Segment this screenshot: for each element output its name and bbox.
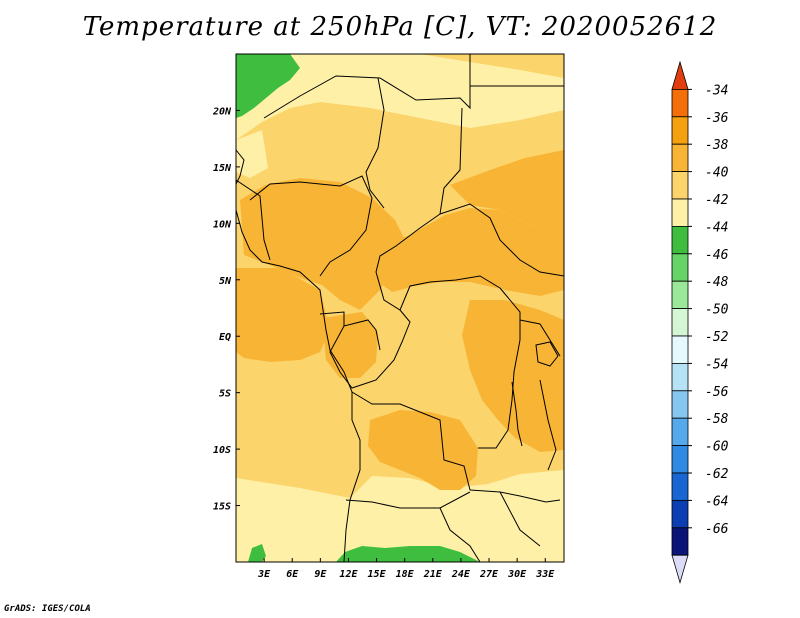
border-drc-angola [351,391,471,491]
field-orange-congo-west [322,312,378,378]
lat-label: 15S [213,502,231,513]
coastline-west [236,149,361,562]
country-borders [236,54,564,562]
lat-label: 10N [213,219,232,230]
colorbar-label: -52 [705,330,729,345]
lake-tanganyika [511,381,523,447]
colorbar-label: -36 [705,111,729,126]
colorbar-swatch [671,171,689,200]
border-congo [329,309,411,389]
colorbar-label: -40 [705,166,729,181]
lon-label: 18E [396,569,415,580]
colorbar-swatch [671,116,689,145]
border-libya-chad [263,54,471,119]
field-orange-gulf [236,268,330,362]
lon-label: 24E [451,569,471,580]
colorbar-swatch [671,335,689,364]
lat-label: 15N [213,163,232,174]
grads-credit: GrADS: IGES/COLA [4,604,91,614]
field-light-west [236,130,268,178]
colorbar-swatch [671,390,689,419]
lake-victoria [535,341,559,367]
colorbar-label: -56 [705,385,729,400]
border-chad-sudan [375,107,463,273]
colorbar-label: -34 [705,83,728,98]
border-nigeria [249,175,373,277]
map-title: Temperature at 250hPa [C], VT: 202005261… [82,12,718,42]
temperature-field [236,54,564,562]
lon-label: 12E [339,569,358,580]
border-car-south [375,271,501,311]
lat-label: 10S [213,445,231,456]
colorbar-label: -66 [705,522,729,537]
field-orange-angola-zambia [368,410,478,490]
colorbar-label: -50 [705,303,729,318]
colorbar-label: -42 [705,193,729,208]
lon-label: 15E [368,569,387,580]
colorbar-swatch [671,280,689,310]
colorbar-swatch [671,362,689,392]
colorbar-label: -54 [705,357,728,372]
colorbar-bottom-arrow [671,554,689,585]
colorbar-swatch [671,417,689,447]
colorbar-label: -48 [705,275,729,290]
field-orange-lakes [462,300,564,452]
colorbar: -34 -36 -38 -40 -42 -44 -46 -48 -50 -52 -54 -56 -58 -… [671,60,729,585]
border-west-africa-inner [236,179,271,261]
lon-label: 27E [479,569,499,580]
field-orange-east [450,150,564,235]
lon-axis: 3E 6E 9E 12E 15E 18E 21E 24E 27E 30E 33E [257,558,555,580]
lon-label: 30E [507,569,527,580]
lat-label: 5S [219,389,231,400]
colorbar-swatch [671,499,689,529]
colorbar-label: -46 [705,248,729,263]
lon-label: 9E [314,569,327,580]
colorbar-swatch [671,472,689,501]
colorbar-label: -60 [705,440,729,455]
lat-axis: 20N 15N 10N 5N EQ 5S 10S 15S [212,106,240,513]
colorbar-swatch [671,527,689,556]
colorbar-label: -62 [705,467,729,482]
lon-label: 33E [535,569,555,580]
border-niger-chad [365,77,385,209]
field-orange-west-africa [240,178,405,310]
colorbar-label: -44 [705,220,728,235]
field-green-nw [236,54,300,118]
field-light-south [236,470,564,562]
lat-label: 20N [212,106,232,117]
field-light-north [236,54,564,140]
lat-label: 5N [219,276,232,287]
border-cameroon-gabon [319,311,381,351]
border-south-sudan [439,203,564,277]
border-zambia [469,489,561,503]
colorbar-swatch [671,143,689,172]
field-green-sw [248,544,266,562]
colorbar-swatch [671,198,689,227]
lon-label: 6E [286,569,299,580]
map-frame [235,53,565,563]
border-angola-namibia [345,491,471,509]
colorbar-swatch [671,89,689,118]
colorbar-label: -58 [705,412,729,427]
colorbar-top-arrow [671,60,689,90]
field-green-south [336,546,480,562]
lon-label: 3E [257,569,271,580]
colorbar-swatch [671,308,689,337]
colorbar-label: -64 [705,494,728,509]
lat-label: EQ [219,332,231,343]
lon-label: 21E [423,569,443,580]
colorbar-label: -38 [705,138,729,153]
border-great-lakes [519,319,561,471]
colorbar-swatch [671,445,689,474]
colorbar-swatch [671,253,689,282]
field-orange-central [372,208,564,296]
colorbar-swatch [671,225,689,255]
border-southern [439,491,541,562]
